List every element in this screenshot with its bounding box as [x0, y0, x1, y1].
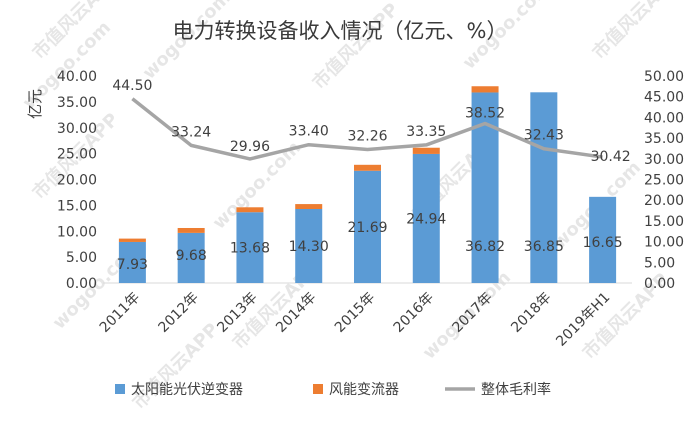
bar-data-label: 36.85	[524, 239, 564, 255]
y-left-tick-label: 30.00	[57, 121, 97, 137]
bar-data-label: 16.65	[583, 235, 623, 251]
legend-swatch-solar	[115, 384, 125, 394]
y-axis-left: 0.00 5.00 10.00 15.00 20.00 25.00 30.00 35.00 40…	[57, 69, 97, 292]
chart-title: 电力转换设备收入情况（亿元、%）	[173, 19, 508, 43]
bar-data-label: 9.68	[176, 248, 207, 264]
bar-solar-inverter	[295, 208, 323, 283]
y-right-tick-label: 15.00	[644, 214, 684, 230]
bar-wind-converter	[295, 204, 323, 209]
margin-line	[131, 97, 603, 161]
bar-solar-inverter	[118, 241, 146, 283]
y-left-tick-label: 5.00	[66, 250, 97, 266]
line-data-label: 32.26	[347, 128, 387, 144]
y-right-tick-label: 0.00	[644, 276, 675, 292]
line-data-label: 33.35	[406, 124, 446, 140]
bar-solar-inverter	[236, 212, 264, 283]
y-right-tick-label: 45.00	[644, 90, 684, 106]
bar-solar-inverter	[589, 196, 617, 283]
bar-data-label: 7.93	[117, 257, 148, 273]
y-left-tick-label: 20.00	[57, 173, 97, 189]
line-data-label: 29.96	[230, 139, 270, 155]
y-left-tick-label: 0.00	[66, 276, 97, 292]
line-data-label: 44.50	[112, 78, 152, 94]
bar-solar-inverter	[177, 232, 205, 283]
bar-wind-converter	[354, 164, 381, 171]
bar-wind-converter	[177, 227, 205, 233]
y-axis-right: 0.00 5.00 10.00 15.00 20.00 25.00 30.00 35.00 40…	[644, 69, 684, 292]
bar-wind-converter	[118, 238, 146, 242]
line-data-label: 30.42	[591, 149, 631, 165]
y-right-tick-label: 40.00	[644, 110, 684, 126]
watermark-text: 市值风云APP	[588, 0, 683, 64]
x-tick-label: 2018年	[508, 290, 554, 336]
y-right-tick-label: 5.00	[644, 255, 675, 271]
bar-data-label: 36.82	[465, 239, 505, 255]
x-tick-label: 2012年	[156, 290, 202, 336]
y-left-tick-label: 25.00	[57, 147, 97, 163]
legend-swatch-wind	[313, 384, 323, 394]
bar-wind-converter	[471, 86, 499, 93]
y-right-tick-label: 10.00	[644, 235, 684, 251]
margin-line-series: 44.50 33.24 29.96 33.40 32.26 33.35 38.52 32.43…	[112, 78, 630, 165]
y-right-tick-label: 25.00	[644, 173, 684, 189]
watermark-text: 市值风云APP	[308, 0, 403, 94]
bar-solar-inverter	[354, 170, 381, 283]
legend-label-solar: 太阳能光伏逆变器	[131, 382, 243, 398]
y-right-tick-label: 50.00	[644, 69, 684, 85]
legend: 太阳能光伏逆变器 风能变流器 整体毛利率	[115, 381, 551, 398]
line-data-label: 33.24	[171, 124, 211, 140]
y-left-tick-label: 40.00	[57, 69, 97, 85]
bar-data-label: 21.69	[347, 220, 387, 236]
line-data-label: 33.40	[289, 124, 329, 140]
bar-data-label: 13.68	[230, 241, 270, 257]
line-data-label: 38.52	[465, 106, 505, 122]
bar-wind-converter	[412, 147, 440, 154]
bar-solar-inverter	[530, 92, 558, 284]
x-tick-label: 2015年	[332, 290, 378, 336]
x-tick-label: 2016年	[391, 290, 437, 336]
legend-label-margin: 整体毛利率	[481, 381, 551, 398]
legend-label-wind: 风能变流器	[329, 382, 399, 398]
y-left-tick-label: 10.00	[57, 224, 97, 240]
y-right-tick-label: 35.00	[644, 131, 684, 147]
line-data-label: 32.43	[524, 128, 564, 144]
y-left-tick-label: 35.00	[57, 95, 97, 111]
x-axis: 2011年 2012年 2013年 2014年 2015年 2016年 2017年 2018年…	[97, 290, 614, 350]
watermark-text: 市值风云APP	[128, 319, 223, 414]
y-left-tick-label: 15.00	[57, 198, 97, 214]
y-right-tick-label: 30.00	[644, 152, 684, 168]
y-right-tick-label: 20.00	[644, 193, 684, 209]
bar-solar-inverter	[412, 153, 440, 283]
bar-data-label: 14.30	[289, 239, 329, 255]
x-tick-label: 2011年	[97, 290, 143, 336]
y-axis-label: 亿元	[26, 89, 44, 119]
bar-series: 7.93 9.68 13.68 14.30 21.69 24.94 36.82 36.85 16…	[117, 86, 623, 284]
bar-wind-converter	[236, 207, 264, 213]
bar-data-label: 24.94	[406, 211, 446, 227]
